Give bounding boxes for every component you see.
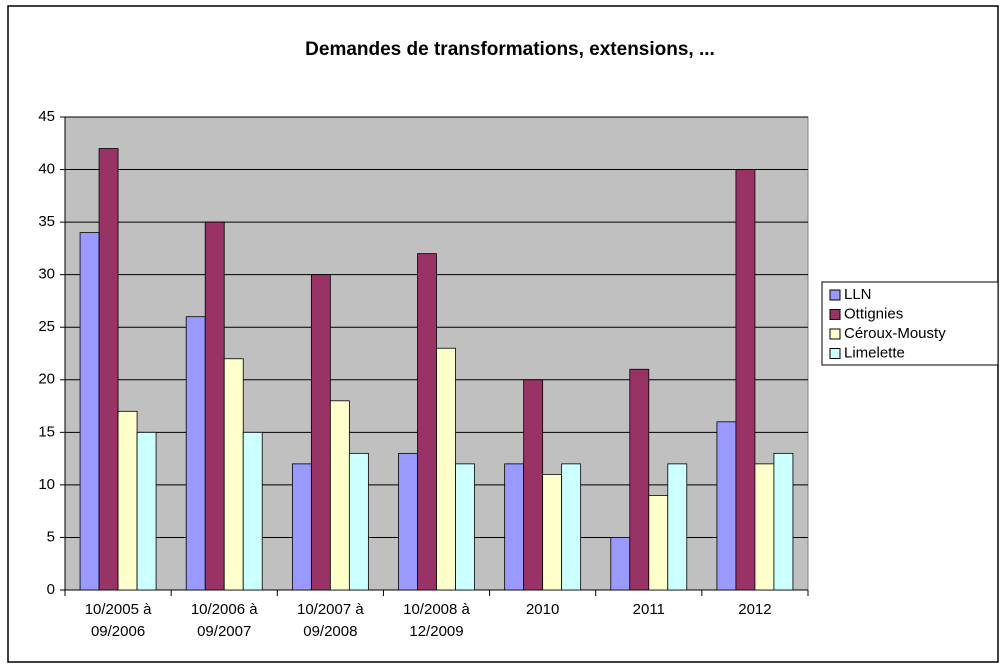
x-tick-label: 2010 (526, 601, 559, 618)
y-tick-label: 5 (47, 528, 55, 545)
x-tick-label: 2012 (738, 601, 771, 618)
legend-label: Ottignies (844, 305, 903, 322)
y-tick-label: 0 (47, 581, 55, 598)
bar (98, 148, 119, 591)
bar (629, 368, 650, 591)
bar (610, 537, 631, 591)
legend-label: LLN (844, 286, 872, 303)
y-tick-label: 25 (38, 318, 55, 335)
legend-swatch (829, 348, 841, 359)
bar (291, 463, 312, 591)
bar (242, 431, 263, 591)
bar (398, 452, 418, 591)
chart-title: Demandes de transformations, extensions,… (305, 39, 715, 60)
legend-box (821, 281, 999, 366)
bar (504, 463, 525, 591)
bar (716, 421, 737, 591)
bar (735, 169, 756, 591)
x-tick-label: 2011 (633, 601, 665, 618)
y-tick-label: 40 (38, 161, 55, 178)
y-tick-label: 45 (38, 108, 55, 125)
bar (417, 253, 437, 591)
bar (455, 463, 475, 591)
bar (667, 463, 688, 591)
y-tick-label: 35 (38, 213, 55, 230)
legend-label: Céroux-Mousty (844, 325, 946, 342)
bar (310, 274, 331, 591)
x-tick-label: 10/2006 à 09/2007 (191, 601, 258, 640)
bar (117, 410, 138, 591)
legend-label: Limelette (844, 344, 905, 361)
bar (542, 473, 563, 591)
x-tick-label: 10/2005 à 09/2006 (85, 601, 152, 640)
legend-swatch (829, 328, 841, 340)
x-tick-label: 10/2007 à 09/2008 (297, 601, 364, 640)
legend-swatch (829, 289, 841, 301)
bar (754, 463, 775, 591)
bar (648, 494, 669, 591)
bar (561, 463, 582, 591)
bar (223, 358, 244, 591)
bar (523, 379, 544, 591)
bar (185, 316, 206, 591)
bar (348, 452, 369, 591)
bar (136, 431, 157, 591)
bar (329, 400, 350, 591)
bar (773, 452, 794, 591)
y-tick-label: 30 (38, 266, 55, 283)
y-tick-label: 15 (38, 423, 55, 440)
y-tick-label: 10 (38, 476, 55, 493)
bar (436, 347, 456, 591)
bar (79, 232, 100, 591)
legend-swatch (829, 309, 841, 320)
x-tick-label: 10/2008 à 12/2009 (403, 601, 470, 640)
y-tick-label: 20 (38, 371, 55, 388)
bar (204, 221, 225, 591)
